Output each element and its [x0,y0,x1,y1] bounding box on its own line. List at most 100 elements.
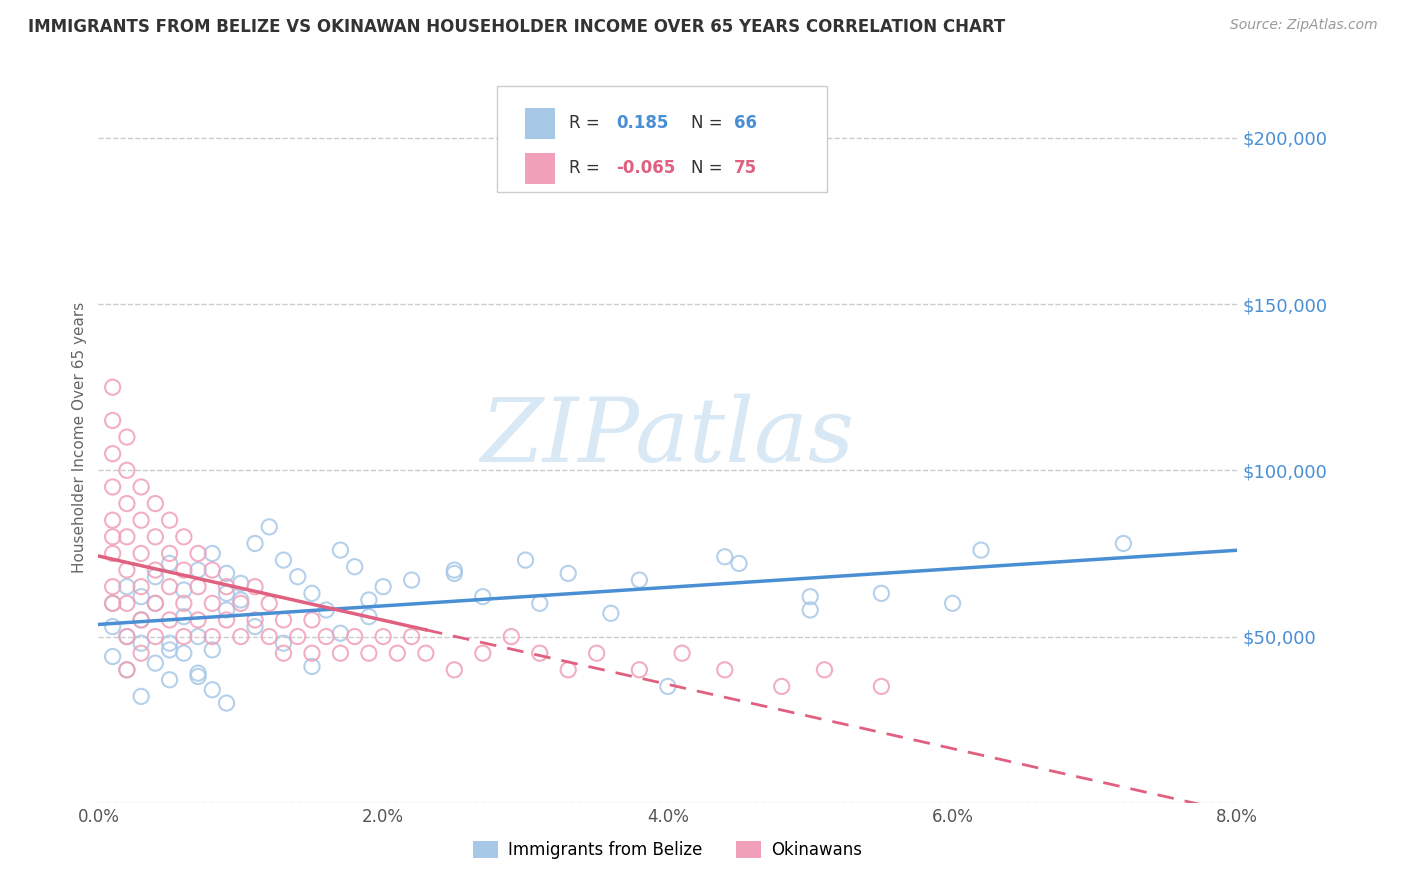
Point [101,596,124,610]
Point [357,609,380,624]
Point [129,513,152,527]
Point [145,630,167,644]
Point [215,603,238,617]
Point [273,553,295,567]
Point [159,580,181,594]
Point [159,673,181,687]
Point [714,549,737,564]
Point [129,690,152,704]
Point [129,480,152,494]
Point [229,576,252,591]
Point [101,546,124,560]
Point [215,580,238,594]
Point [229,596,252,610]
Point [628,663,651,677]
Point [187,613,209,627]
Point [115,563,138,577]
Point [201,643,224,657]
FancyBboxPatch shape [526,153,555,184]
Point [243,536,266,550]
Point [243,580,266,594]
Point [187,669,209,683]
Point [215,613,238,627]
Point [471,646,494,660]
Point [315,603,337,617]
Point [101,596,124,610]
Point [115,630,138,644]
Point [585,646,607,660]
Point [287,630,309,644]
Point [770,680,793,694]
Point [243,613,266,627]
Point [129,636,152,650]
Point [301,613,323,627]
Point [714,663,737,677]
Point [301,586,323,600]
Point [201,682,224,697]
Point [415,646,437,660]
Point [159,613,181,627]
Point [557,566,579,581]
Point [115,530,138,544]
Point [145,563,167,577]
Point [529,646,551,660]
Point [101,380,124,394]
Point [443,566,465,581]
Point [387,646,409,660]
Legend: Immigrants from Belize, Okinawans: Immigrants from Belize, Okinawans [465,833,870,868]
Text: IMMIGRANTS FROM BELIZE VS OKINAWAN HOUSEHOLDER INCOME OVER 65 YEARS CORRELATION : IMMIGRANTS FROM BELIZE VS OKINAWAN HOUSE… [28,18,1005,36]
Point [671,646,693,660]
Point [159,557,181,571]
Point [401,573,423,587]
Text: -0.065: -0.065 [617,160,676,178]
Point [443,563,465,577]
Point [159,513,181,527]
Point [129,590,152,604]
Point [315,630,337,644]
Point [115,430,138,444]
Point [728,557,751,571]
Point [443,663,465,677]
Point [145,596,167,610]
Text: N =: N = [690,160,723,178]
Point [115,580,138,594]
Point [201,630,224,644]
Point [1112,536,1135,550]
Point [229,593,252,607]
Point [145,530,167,544]
Point [215,696,238,710]
Point [173,530,195,544]
Point [187,563,209,577]
Point [243,619,266,633]
Point [173,596,195,610]
Point [101,413,124,427]
Point [529,596,551,610]
Point [273,646,295,660]
Point [343,630,366,644]
Point [813,663,835,677]
Point [115,663,138,677]
Point [371,580,394,594]
Point [187,666,209,681]
Point [145,497,167,511]
Point [287,570,309,584]
Point [129,646,152,660]
Point [371,630,394,644]
Point [173,646,195,660]
Point [187,630,209,644]
Point [471,590,494,604]
Point [129,613,152,627]
Point [201,596,224,610]
Point [159,546,181,560]
Point [173,563,195,577]
FancyBboxPatch shape [526,108,555,138]
Point [101,530,124,544]
Point [173,630,195,644]
Point [115,630,138,644]
Point [329,646,352,660]
Point [129,546,152,560]
Point [145,596,167,610]
Point [657,680,679,694]
Point [115,596,138,610]
Text: Source: ZipAtlas.com: Source: ZipAtlas.com [1230,18,1378,32]
